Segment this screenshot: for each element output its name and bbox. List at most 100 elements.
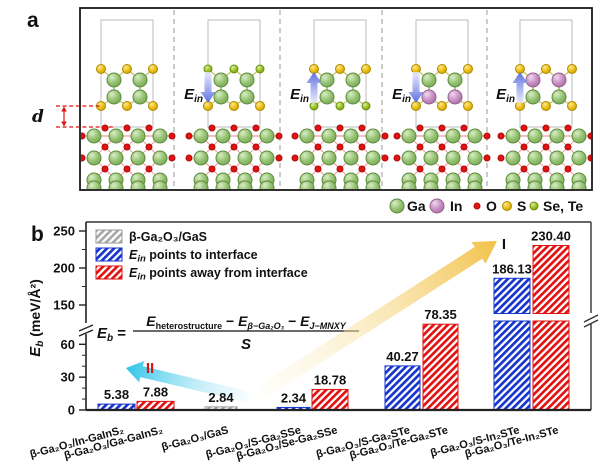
bar-value-label: 7.88: [143, 384, 168, 399]
d-distance-annotation: d: [32, 105, 113, 128]
structure-GaInS2-field-up: Ein: [496, 19, 591, 189]
chart-legend: β-Ga₂O₃/GaS Ein points to interface Ein …: [95, 229, 308, 283]
ga-atom: [239, 89, 255, 105]
bar-value-label: 5.38: [104, 387, 129, 402]
bar-away_from_interface-lower-segment: [532, 320, 570, 411]
ga-atom: [108, 180, 124, 189]
ga-atom: [343, 150, 359, 166]
se-te-atom: [203, 64, 213, 74]
ga-atom: [86, 150, 102, 166]
o-atom: [587, 132, 591, 140]
s-atom: [148, 101, 158, 111]
binding-energy-formula: Eb = Eheterostructure − Eβ−Ga₂O₃ − EJ−MN…: [97, 313, 359, 353]
ga-atom: [423, 128, 439, 144]
in-atom: [525, 72, 541, 88]
o-atom: [381, 154, 389, 162]
ga-atom: [86, 128, 102, 144]
bar-value-label: 78.35: [424, 307, 457, 322]
bar-value-label: 40.27: [386, 349, 419, 364]
ga-atom: [239, 72, 255, 88]
y-axis-ticks: 0 30 60 150 200 250: [53, 224, 86, 418]
atom-legend-item: In: [429, 198, 462, 214]
bar-value-label: 2.84: [208, 390, 234, 405]
atom-legend-item: Ga: [389, 198, 426, 214]
o-atom: [336, 124, 344, 132]
o-atom: [564, 124, 572, 132]
o-atom: [483, 132, 491, 140]
o-atom: [252, 143, 260, 151]
ga-atom: [132, 89, 148, 105]
s-atom: [437, 64, 447, 74]
o-atom: [230, 165, 238, 173]
o-atom: [252, 124, 260, 132]
o-atom: [438, 124, 446, 132]
ga-atom: [571, 180, 587, 189]
o-atom: [145, 124, 153, 132]
ga-atom: [106, 72, 122, 88]
bar-away_from_interface: [422, 323, 459, 411]
atom-legend-label: S: [517, 198, 526, 214]
ga-atom: [321, 128, 337, 144]
s-atom: [502, 201, 512, 211]
o-atom: [275, 132, 283, 140]
o-atom: [460, 124, 468, 132]
ga-atom: [237, 150, 253, 166]
s-atom: [122, 64, 132, 74]
structure-Janus-field-up: Ein: [290, 19, 389, 189]
o-atom: [101, 165, 109, 173]
s-atom: [567, 101, 577, 111]
ga-atom: [445, 150, 461, 166]
d-arrowhead-up-icon: [61, 106, 67, 112]
ga-atom: [130, 150, 146, 166]
o-atom: [230, 143, 238, 151]
formula-denominator: S: [241, 336, 251, 353]
bar-to_interface-upper-segment: [493, 277, 531, 314]
s-atom: [437, 101, 447, 111]
trend-arrow-yellow-icon: [258, 241, 497, 398]
ga-atom: [193, 180, 209, 189]
o-atom: [358, 165, 366, 173]
in-atom: [429, 198, 445, 214]
ga-atom: [571, 128, 587, 144]
bar-value-label: 18.78: [314, 372, 347, 387]
ga-atom: [259, 180, 275, 189]
ga-atom: [130, 128, 146, 144]
ga-atom: [237, 180, 253, 189]
ein-label: Ein: [290, 86, 309, 105]
o-atom: [291, 154, 299, 162]
legend-swatch-to-interface: [95, 247, 123, 262]
o-atom: [438, 165, 446, 173]
s-atom: [229, 101, 239, 111]
ga-atom: [108, 150, 124, 166]
efield-arrow-up-icon: [512, 72, 528, 103]
ga-atom: [527, 128, 543, 144]
o-atom: [520, 143, 528, 151]
atom-legend-item: Se, Te: [529, 198, 583, 214]
d-distance-label: d: [32, 107, 44, 127]
o-atom: [81, 132, 86, 140]
o-atom: [291, 132, 299, 140]
bar-away_from_interface: [136, 400, 175, 411]
ga-atom: [345, 89, 361, 105]
structure-GaInS2-field-down: Ein: [392, 19, 491, 189]
ein-label: Ein: [392, 86, 411, 105]
y-tick-label: 30: [61, 370, 75, 385]
o-atom: [230, 124, 238, 132]
s-atom: [148, 64, 158, 74]
o-atom: [123, 143, 131, 151]
atom-legend-label: Se, Te: [543, 198, 583, 214]
efield-arrow-up-icon: [306, 72, 322, 103]
atom-legend-label: In: [450, 198, 462, 214]
o-atom: [252, 165, 260, 173]
atom-legend-item: O: [473, 198, 497, 214]
ga-atom: [193, 128, 209, 144]
ga-atom: [132, 72, 148, 88]
ga-atom: [108, 128, 124, 144]
ga-atom: [549, 128, 565, 144]
d-arrowhead-down-icon: [61, 121, 67, 127]
s-atom: [361, 64, 371, 74]
o-atom: [101, 124, 109, 132]
ga-atom: [215, 150, 231, 166]
o-atom: [497, 154, 505, 162]
